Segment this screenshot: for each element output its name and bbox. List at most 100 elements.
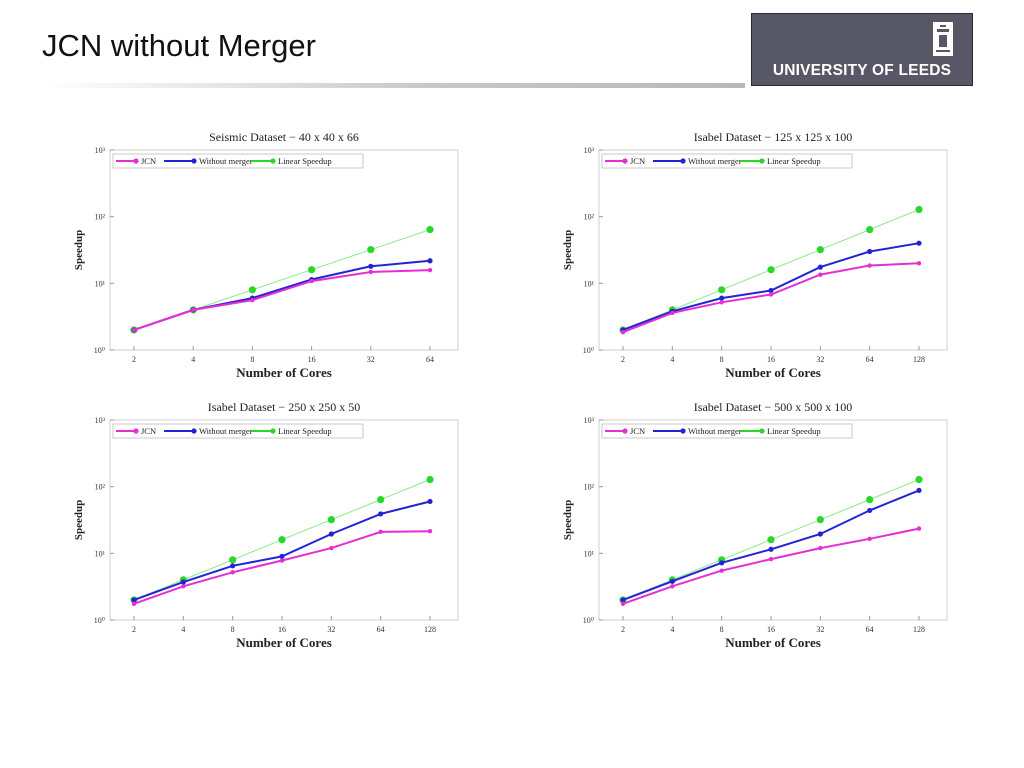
title-underline (40, 83, 745, 88)
plot-area (109, 149, 459, 351)
x-tick-label: 8 (720, 355, 724, 364)
data-point-jcn (867, 263, 872, 268)
x-tick-label: 8 (231, 625, 235, 634)
data-point-without-merger (378, 511, 384, 517)
data-point-jcn (250, 297, 255, 303)
y-tick-label: 10³ (95, 146, 106, 155)
x-axis-label: Number of Cores (725, 365, 821, 380)
x-tick-label: 64 (866, 625, 874, 634)
legend: JCN Without merger Linear Speedup (601, 423, 853, 439)
data-point-jcn (378, 529, 383, 535)
data-point-without-merger (768, 546, 774, 552)
chart-title: Seismic Dataset − 40 x 40 x 66 (209, 130, 359, 144)
chart-panel-1: Seismic Dataset − 40 x 40 x 66 10⁰ 10¹ 10² 1… (48, 122, 493, 389)
legend-marker-jcn (133, 428, 139, 434)
data-point-without-merger (867, 248, 873, 255)
x-tick-label: 64 (866, 355, 874, 364)
y-tick-label: 10³ (584, 416, 595, 425)
data-point-linear-speedup (915, 475, 923, 484)
data-point-without-merger (279, 553, 285, 559)
data-point-jcn (719, 300, 724, 305)
slide-title: JCN without Merger (42, 28, 316, 63)
data-point-jcn (368, 269, 373, 275)
data-point-linear-speedup (308, 266, 316, 274)
x-tick-label: 2 (621, 625, 625, 634)
x-tick-label: 2 (132, 625, 136, 634)
x-tick-label: 16 (278, 625, 286, 634)
data-point-without-merger (916, 487, 922, 493)
x-tick-label: 32 (816, 355, 824, 364)
legend-marker-linear-speedup (270, 158, 276, 164)
legend-label-without-merger: Without merger (199, 426, 253, 436)
legend-label-linear-speedup: Linear Speedup (767, 156, 821, 166)
legend-label-jcn: JCN (141, 156, 156, 166)
chart-title: Isabel Dataset − 500 x 500 x 100 (694, 400, 852, 414)
chart-panel-4: Isabel Dataset − 500 x 500 x 100 10⁰ 10¹ 10… (537, 392, 982, 659)
y-axis-label: Speedup (73, 230, 85, 270)
x-tick-label: 128 (913, 625, 925, 634)
chart-panel-2: Isabel Dataset − 125 x 125 x 100 10⁰ 10¹ 10… (537, 122, 982, 389)
legend-box (112, 153, 364, 169)
legend-marker-jcn (622, 158, 628, 164)
x-tick-label: 32 (816, 625, 824, 634)
legend-label-without-merger: Without merger (688, 426, 742, 436)
data-point-without-merger (180, 579, 186, 585)
x-tick-label: 4 (670, 355, 674, 364)
legend-label-linear-speedup: Linear Speedup (767, 426, 821, 436)
data-point-without-merger (230, 563, 236, 569)
x-tick-label: 64 (426, 355, 434, 364)
x-tick-label: 4 (181, 625, 185, 634)
y-axis-label: Speedup (562, 230, 574, 270)
legend-marker-linear-speedup (759, 428, 765, 434)
x-tick-label: 32 (327, 625, 335, 634)
legend-label-without-merger: Without merger (688, 156, 742, 166)
x-axis-label: Number of Cores (236, 365, 332, 380)
data-point-without-merger (669, 578, 675, 584)
data-point-linear-speedup (915, 205, 923, 214)
y-tick-label: 10¹ (95, 279, 106, 288)
data-point-linear-speedup (718, 286, 726, 294)
data-point-without-merger (328, 531, 334, 537)
legend: JCN Without merger Linear Speedup (601, 153, 853, 169)
university-logo: UNIVERSITY OF LEEDS (751, 13, 973, 86)
data-point-jcn (916, 526, 922, 531)
data-point-linear-speedup (767, 266, 775, 274)
legend-label-jcn: JCN (630, 156, 645, 166)
legend-box (601, 153, 853, 169)
chart-title: Isabel Dataset − 250 x 250 x 50 (208, 400, 360, 414)
legend-label-without-merger: Without merger (199, 156, 253, 166)
legend-box (112, 423, 364, 439)
x-tick-label: 8 (250, 355, 254, 364)
legend-marker-linear-speedup (270, 428, 276, 434)
y-tick-label: 10¹ (584, 279, 595, 288)
data-point-jcn (768, 292, 774, 297)
data-point-without-merger (427, 498, 433, 505)
legend-marker-without-merger (191, 428, 197, 434)
legend-marker-without-merger (680, 158, 686, 164)
data-point-without-merger (916, 240, 922, 246)
x-tick-label: 128 (424, 625, 436, 634)
data-point-linear-speedup (248, 286, 256, 294)
data-point-jcn (620, 329, 626, 335)
data-point-linear-speedup (327, 516, 335, 524)
y-tick-label: 10³ (584, 146, 595, 155)
x-tick-label: 2 (621, 355, 625, 364)
data-point-jcn (719, 568, 724, 573)
speedup-chart-2: Isabel Dataset − 125 x 125 x 100 10⁰ 10¹ 10… (562, 130, 948, 380)
data-point-without-merger (817, 264, 823, 270)
series-line-jcn (133, 269, 431, 331)
x-tick-label: 8 (720, 625, 724, 634)
data-point-linear-speedup (367, 246, 375, 254)
legend-label-linear-speedup: Linear Speedup (278, 156, 332, 166)
data-point-without-merger (719, 295, 725, 301)
y-tick-label: 10² (584, 483, 595, 492)
data-point-jcn (427, 267, 433, 273)
legend-box (601, 423, 853, 439)
y-axis-label: Speedup (73, 500, 85, 540)
y-tick-label: 10⁰ (94, 346, 105, 355)
legend-marker-without-merger (191, 158, 197, 164)
data-point-linear-speedup (377, 495, 385, 504)
data-point-without-merger (368, 263, 374, 269)
y-tick-label: 10³ (95, 416, 106, 425)
y-tick-label: 10⁰ (583, 616, 594, 625)
